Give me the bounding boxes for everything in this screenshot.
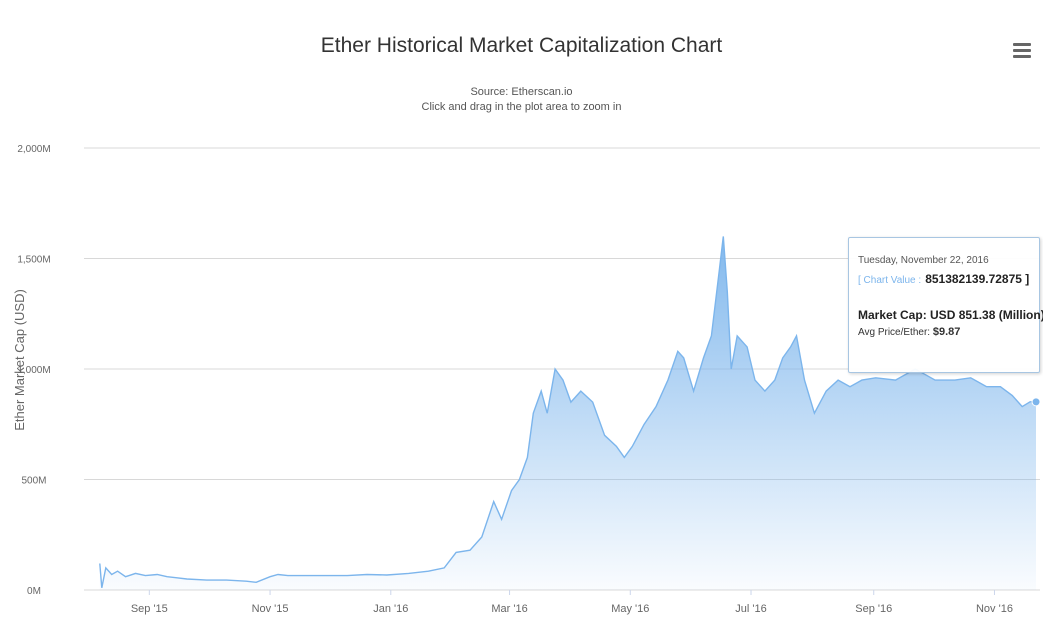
y-tick-label: 1,000M (17, 365, 50, 376)
x-tick-label: Sep '15 (131, 603, 168, 615)
x-tick-label: Sep '16 (855, 603, 892, 615)
chart-menu-button[interactable] (1013, 40, 1031, 58)
hover-point-marker (1031, 397, 1041, 407)
y-tick-label: 0M (27, 586, 41, 597)
y-tick-label: 500M (21, 476, 46, 487)
x-tick-label: Nov '15 (252, 603, 289, 615)
chart-subtitle-hint: Click and drag in the plot area to zoom … (421, 101, 622, 113)
y-tick-label: 1,500M (17, 255, 50, 266)
tooltip-avg-price-value: $9.87 (932, 326, 961, 338)
tooltip-date: Tuesday, November 22, 2016 (858, 255, 989, 266)
tooltip-market-cap: Market Cap: USD 851.38 (Million) (858, 308, 1043, 322)
x-tick-label: Nov '16 (976, 603, 1013, 615)
x-tick-label: May '16 (611, 603, 649, 615)
tooltip-avg-price: Avg Price/Ether: $9.87 (858, 326, 1033, 338)
chart-title: Ether Historical Market Capitalization C… (320, 34, 723, 57)
chart-tooltip: Tuesday, November 22, 2016 [ Chart Value… (848, 237, 1043, 373)
y-axis-title: Ether Market Cap (USD) (12, 289, 27, 431)
tooltip-avg-price-label: Avg Price/Ether: (858, 327, 931, 338)
series-area (99, 236, 1037, 590)
tooltip-value: 851382139.72875 ] (925, 272, 1030, 286)
tooltip-value-label: [ Chart Value : (858, 275, 922, 286)
x-tick-label: Mar '16 (491, 603, 527, 615)
chart-subtitle-source: Source: Etherscan.io (470, 86, 573, 98)
x-tick-label: Jul '16 (735, 603, 766, 615)
y-tick-label: 2,000M (17, 144, 50, 155)
x-tick-label: Jan '16 (373, 603, 408, 615)
hamburger-icon (1013, 43, 1031, 58)
series-line (99, 236, 1036, 588)
